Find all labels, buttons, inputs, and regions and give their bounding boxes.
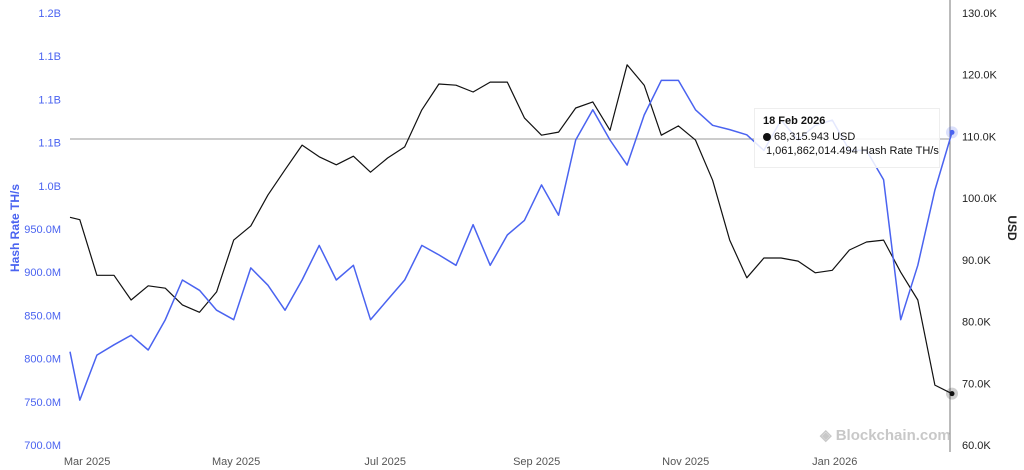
right-tick-label: 130.0K bbox=[962, 8, 998, 20]
right-tick-label: 90.0K bbox=[962, 255, 991, 267]
left-tick-label: 750.0M bbox=[24, 397, 61, 409]
right-tick-label: 120.0K bbox=[962, 70, 998, 82]
left-tick-label: 950.0M bbox=[24, 224, 61, 236]
left-axis-title: Hash Rate TH/s bbox=[8, 184, 22, 272]
x-tick-label: Nov 2025 bbox=[662, 456, 709, 468]
hashrate-hover-point bbox=[949, 129, 955, 135]
x-tick-label: Sep 2025 bbox=[513, 456, 560, 468]
watermark-logo: ◈ Blockchain.com bbox=[820, 427, 951, 444]
left-tick-label: 1.1B bbox=[38, 51, 61, 63]
tooltip-price-row: 68,315.943 USD bbox=[763, 131, 931, 143]
left-axis-ticks: 700.0M 750.0M 800.0M 850.0M 900.0M 950.0M 1.0B… bbox=[24, 8, 61, 452]
tooltip-hashrate: 1,061,862,014.494 Hash Rate TH/s bbox=[766, 145, 939, 157]
left-tick-label: 1.2B bbox=[38, 8, 61, 20]
left-tick-label: 1.1B bbox=[38, 94, 61, 106]
tooltip-hashrate-row: 1,061,862,014.494 Hash Rate TH/s bbox=[763, 145, 939, 157]
price-hover-point bbox=[949, 391, 955, 397]
left-tick-label: 1.1B bbox=[38, 138, 61, 150]
right-tick-label: 70.0K bbox=[962, 378, 991, 390]
x-axis-ticks: Mar 2025 May 2025 Jul 2025 Sep 2025 Nov 2025… bbox=[64, 456, 857, 468]
watermark-text: Blockchain.com bbox=[835, 427, 951, 444]
left-tick-label: 850.0M bbox=[24, 310, 61, 322]
right-axis-ticks: 60.0K 70.0K 80.0K 90.0K 100.0K 110.0K 120.0K 13… bbox=[962, 8, 998, 452]
right-tick-label: 80.0K bbox=[962, 317, 991, 329]
x-tick-label: Jan 2026 bbox=[812, 456, 857, 468]
x-tick-label: Jul 2025 bbox=[364, 456, 406, 468]
price-line bbox=[69, 64, 953, 395]
tooltip-price: 68,315.943 USD bbox=[774, 131, 856, 143]
left-tick-label: 700.0M bbox=[24, 440, 61, 452]
right-tick-label: 110.0K bbox=[962, 131, 997, 143]
right-tick-label: 100.0K bbox=[962, 193, 998, 205]
right-tick-label: 60.0K bbox=[962, 440, 991, 452]
x-tick-label: May 2025 bbox=[212, 456, 260, 468]
tooltip: 18 Feb 2026 68,315.943 USD 1,061,862,014… bbox=[754, 108, 940, 168]
right-axis-title: USD bbox=[1005, 215, 1019, 241]
left-tick-label: 1.0B bbox=[38, 181, 61, 193]
x-tick-label: Mar 2025 bbox=[64, 456, 110, 468]
tooltip-date: 18 Feb 2026 bbox=[763, 115, 826, 127]
left-tick-label: 800.0M bbox=[24, 354, 61, 366]
price-dot-icon bbox=[763, 133, 771, 141]
left-tick-label: 900.0M bbox=[24, 267, 61, 279]
